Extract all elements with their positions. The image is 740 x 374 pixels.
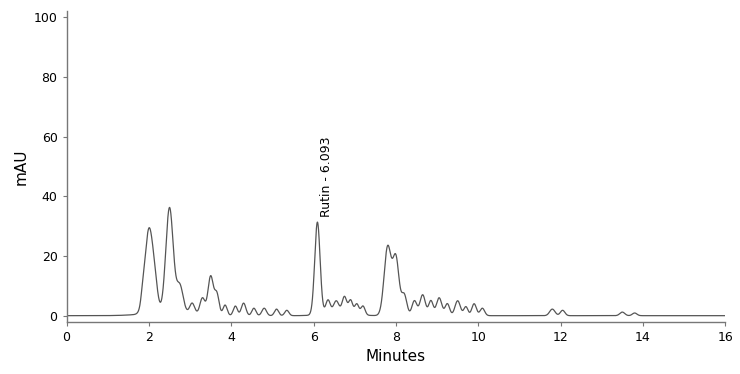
Text: Rutin - 6.093: Rutin - 6.093 [320,137,333,217]
X-axis label: Minutes: Minutes [366,349,426,364]
Y-axis label: mAU: mAU [13,148,28,185]
